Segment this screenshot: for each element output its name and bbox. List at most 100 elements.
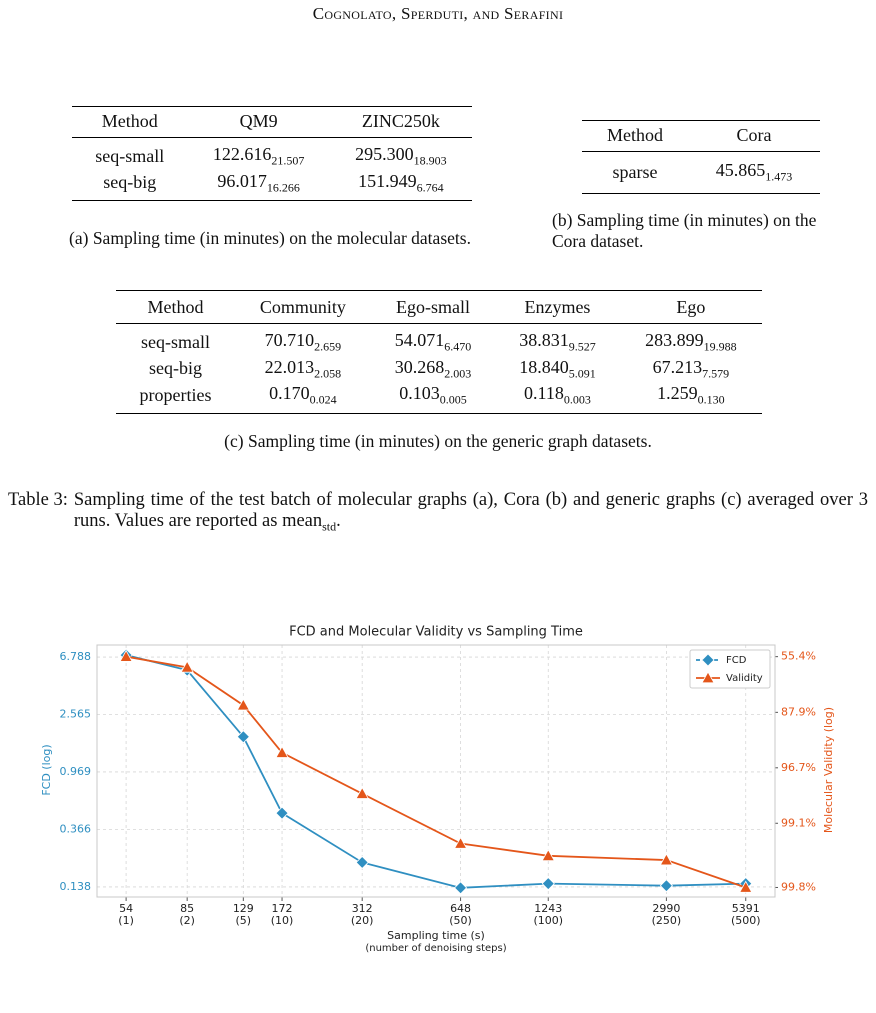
caption-math: mean xyxy=(282,511,323,531)
std: 1.473 xyxy=(765,169,793,184)
plot-frame xyxy=(96,644,776,898)
data-point xyxy=(541,877,555,891)
method-cell: properties xyxy=(139,384,212,405)
std: 2.058 xyxy=(314,366,342,381)
x-tick-sublabel: (5) xyxy=(236,914,252,927)
subcaption: (a) Sampling time (in minutes) on the mo… xyxy=(69,228,471,248)
table-row: seq-small 70.7102.659 54.0716.470 38.8319.5… xyxy=(116,324,762,356)
column-header: Method xyxy=(116,290,236,324)
caption-label: Table 3: xyxy=(8,490,68,510)
method-cell: seq-big xyxy=(103,172,157,193)
running-header: Cognolato, Sperduti, and Serafini xyxy=(312,4,564,23)
legend-label: Validity xyxy=(726,673,763,684)
caption-math-sub: std xyxy=(322,519,337,534)
x-tick-sublabel: (50) xyxy=(449,914,472,927)
column-header: Method xyxy=(582,120,689,152)
table-head: Method Cora xyxy=(582,120,820,152)
table-row: seq-big 96.01716.266 151.9496.764 xyxy=(72,170,472,201)
mean: 45.865 xyxy=(715,160,766,180)
std: 0.024 xyxy=(309,392,337,407)
value-cell: 18.8405.091 xyxy=(495,356,619,383)
mean: 0.103 xyxy=(399,383,440,404)
caption-body: Sampling time of the test batch of molec… xyxy=(73,490,868,531)
value-cell: 0.1030.005 xyxy=(371,382,495,413)
method-cell: seq-small xyxy=(95,145,165,166)
caption-end: . xyxy=(336,511,341,531)
x-tick-sublabel: (10) xyxy=(271,914,294,927)
mean: 122.616 xyxy=(212,144,272,164)
chart-title: FCD and Molecular Validity vs Sampling T… xyxy=(289,625,583,640)
value-cell: 22.0132.058 xyxy=(235,356,371,383)
value-cell: 283.89919.988 xyxy=(620,324,762,356)
x-tick-label: 5391 xyxy=(732,902,760,915)
y2-tick-label: 87.9% xyxy=(781,705,816,718)
table-row: sparse 45.8651.473 xyxy=(582,152,820,194)
value-cell: 38.8319.527 xyxy=(495,324,619,356)
x-axis-sublabel: (number of denoising steps) xyxy=(365,943,506,954)
data-point xyxy=(236,730,250,744)
std: 6.764 xyxy=(416,180,444,195)
table-caption: Table 3: Sampling time of the test batch… xyxy=(8,490,868,538)
data-point xyxy=(180,660,194,673)
table-row: seq-small 122.61621.507 295.30018.903 xyxy=(72,138,472,170)
legend-marker xyxy=(701,653,715,667)
column-header: Method xyxy=(72,106,188,138)
table: Method Cora sparse 45.8651.473 xyxy=(582,120,820,194)
caption-text: Sampling time of the test batch of molec… xyxy=(74,490,868,538)
y-axis-label: FCD (log) xyxy=(40,744,53,795)
table-row: seq-big 22.0132.058 30.2682.003 18.8405.091… xyxy=(116,356,762,383)
chart: FCD and Molecular Validity vs Sampling T… xyxy=(40,625,835,955)
column-header: QM9 xyxy=(187,106,330,138)
table-body: seq-small 70.7102.659 54.0716.470 38.8319.5… xyxy=(116,324,762,414)
value-cell: 0.1180.003 xyxy=(495,382,619,413)
x-tick-sublabel: (2) xyxy=(179,914,195,927)
x-tick-label: 85 xyxy=(180,902,194,915)
column-header: ZINC250k xyxy=(329,106,472,138)
std: 21.507 xyxy=(271,153,305,168)
column-header: Community xyxy=(235,290,371,324)
data-point xyxy=(275,745,289,758)
data-point xyxy=(275,806,289,820)
y2-tick-label: 99.8% xyxy=(781,880,816,893)
value-cell: 96.01716.266 xyxy=(187,170,329,201)
subcaption: (c) Sampling time (in minutes) on the ge… xyxy=(224,431,652,451)
value-cell: 67.2137.579 xyxy=(620,356,762,383)
value-cell: 151.9496.764 xyxy=(330,170,472,201)
column-header: Ego-small xyxy=(370,290,496,324)
std: 2.659 xyxy=(314,339,342,354)
x-tick-label: 648 xyxy=(450,902,471,915)
value-cell: 122.61621.507 xyxy=(187,138,329,170)
x-axis-label: Sampling time (s) xyxy=(387,929,485,942)
std: 16.266 xyxy=(266,180,300,195)
table-head: Method Community Ego-small Enzymes Ego xyxy=(116,290,762,324)
x-tick-label: 129 xyxy=(233,902,254,915)
header-row: Method Cora xyxy=(582,120,820,152)
table-row: properties 0.1700.024 0.1030.005 0.1180.003… xyxy=(116,382,762,414)
x-tick-label: 312 xyxy=(352,902,373,915)
series-line xyxy=(125,654,746,889)
x-tick-label: 1243 xyxy=(534,902,562,915)
method-cell: sparse xyxy=(612,161,658,182)
x-tick-sublabel: (20) xyxy=(351,914,374,927)
data-point xyxy=(119,649,133,662)
data-point xyxy=(236,698,250,711)
value-cell: 295.30018.903 xyxy=(330,138,472,170)
column-header: Enzymes xyxy=(495,290,620,324)
x-tick-sublabel: (100) xyxy=(533,914,563,927)
header-row: Method Community Ego-small Enzymes Ego xyxy=(116,290,762,324)
mean: 96.017 xyxy=(217,170,267,191)
mean: 295.300 xyxy=(355,144,414,164)
column-header: Cora xyxy=(688,120,820,152)
legend-label: FCD xyxy=(726,655,747,666)
y2-tick-label: 96.7% xyxy=(781,761,816,774)
y-tick-label: 2.565 xyxy=(60,708,92,721)
y2-tick-label: 55.4% xyxy=(781,650,816,663)
value-cell: 54.0716.470 xyxy=(371,324,495,356)
subcaption: (b) Sampling time (in minutes) on the Co… xyxy=(552,210,817,251)
method-cell: seq-small xyxy=(141,331,211,352)
mean: 151.949 xyxy=(358,170,417,191)
mean: 30.268 xyxy=(394,356,445,377)
x-tick-sublabel: (1) xyxy=(118,914,134,927)
table: Method Community Ego-small Enzymes Ego seq-sm… xyxy=(116,290,762,414)
mean: 54.071 xyxy=(394,330,445,350)
